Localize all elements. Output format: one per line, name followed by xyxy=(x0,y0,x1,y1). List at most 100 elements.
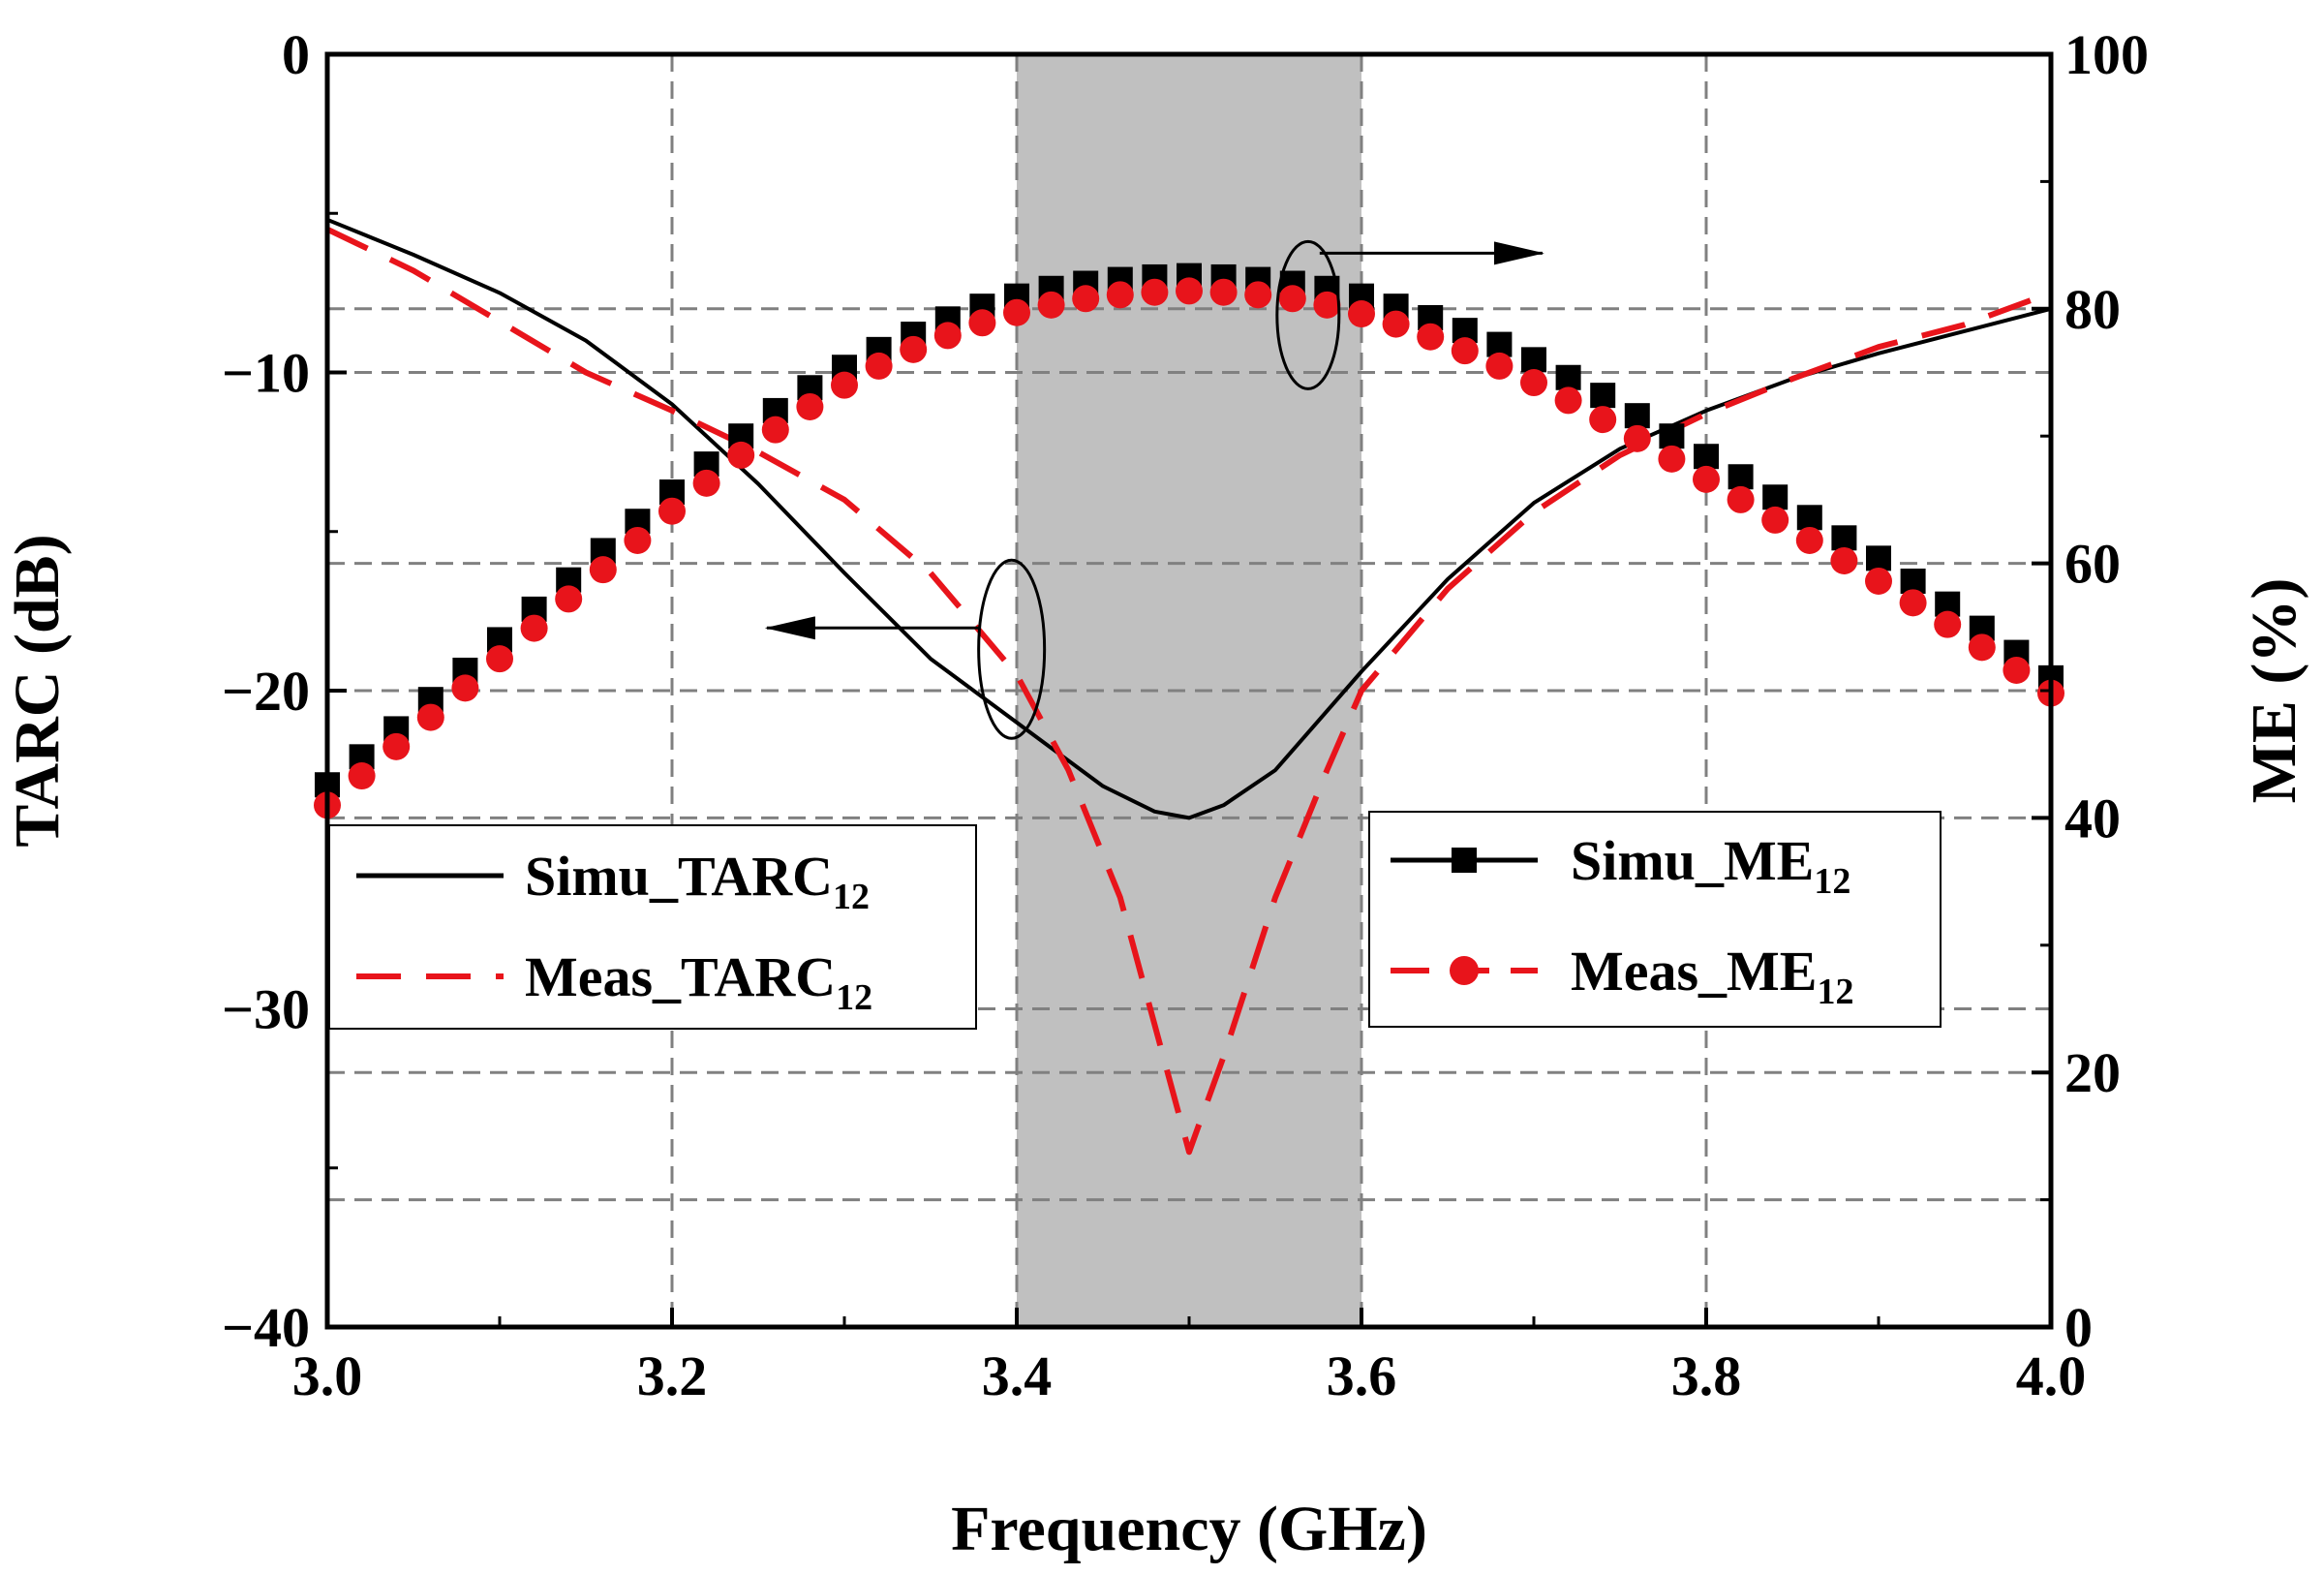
point-meas-me xyxy=(1313,291,1341,319)
y-axis-right-title: ME (%) xyxy=(2239,578,2309,804)
point-meas-me xyxy=(555,585,583,613)
point-meas-me xyxy=(348,762,376,790)
legend-right: Simu_ME12 Meas_ME12 xyxy=(1368,811,1942,1028)
x-tick-label: 3.4 xyxy=(982,1344,1053,1407)
point-meas-me xyxy=(1865,567,1892,595)
legend-simu-tarc-sub: 12 xyxy=(833,877,870,917)
legend-meas-tarc-label: Meas_TARC12 xyxy=(525,945,872,1018)
point-simu-me xyxy=(1659,423,1685,449)
x-tick-label: 3.2 xyxy=(637,1344,708,1407)
point-meas-me xyxy=(1589,406,1617,434)
point-meas-me xyxy=(1244,281,1272,309)
point-simu-me xyxy=(1762,484,1789,510)
point-meas-me xyxy=(1072,285,1100,313)
point-meas-me xyxy=(1795,526,1823,554)
point-meas-me xyxy=(658,497,686,525)
x-tick-label: 3.6 xyxy=(1327,1344,1397,1407)
point-meas-me xyxy=(727,441,755,469)
y-right-tick-label: 80 xyxy=(2064,278,2121,341)
point-simu-me xyxy=(1521,347,1546,373)
point-simu-me xyxy=(1555,364,1581,390)
y-right-tick-label: 0 xyxy=(2064,1296,2093,1359)
point-simu-me xyxy=(1624,403,1650,429)
point-meas-me xyxy=(1554,386,1582,415)
y-left-tick-label: −30 xyxy=(222,978,310,1041)
x-tick-label: 4.0 xyxy=(2016,1344,2087,1407)
tarc-callout-ellipse xyxy=(977,558,1047,740)
point-meas-me xyxy=(1761,506,1789,534)
point-simu-me xyxy=(1590,383,1616,409)
point-simu-me xyxy=(1694,444,1719,470)
y-left-tick-label: −10 xyxy=(222,342,310,405)
legend-simu-tarc-main: Simu_TARC xyxy=(525,845,833,908)
legend-meas-me-sub: 12 xyxy=(1818,972,1854,1012)
point-meas-me xyxy=(761,416,789,444)
point-meas-me xyxy=(1141,278,1169,306)
legend-left: Simu_TARC12 Meas_TARC12 xyxy=(328,824,977,1030)
point-meas-me xyxy=(1278,285,1306,313)
point-simu-me xyxy=(1866,545,1891,571)
legend-simu-me-main: Simu_ME xyxy=(1571,829,1814,892)
x-tick-label: 3.0 xyxy=(292,1344,363,1407)
series-meas-tarc12 xyxy=(325,226,2053,1156)
y-right-tick-label: 100 xyxy=(2064,23,2149,86)
point-meas-me xyxy=(900,335,928,363)
y-left-tick-label: −20 xyxy=(222,660,310,723)
x-tick-label: 3.8 xyxy=(1671,1344,1742,1407)
line-meas-tarc12 xyxy=(325,226,2053,1156)
point-meas-me xyxy=(1417,323,1445,351)
ticks: 3.0 3.2 3.4 3.6 3.8 4.00−10−20−30−40100806040… xyxy=(222,23,2149,1407)
point-meas-me xyxy=(520,614,548,642)
series-layer xyxy=(314,217,2064,1156)
y-left-tick-label: 0 xyxy=(282,23,310,86)
legend-left-box xyxy=(328,824,977,1030)
point-meas-me xyxy=(486,645,513,673)
point-meas-me xyxy=(1003,298,1030,326)
me-callout-ellipse xyxy=(1275,239,1341,390)
y-left-tick-label: −40 xyxy=(222,1296,310,1359)
point-meas-me xyxy=(1693,465,1720,493)
annotations xyxy=(764,239,1544,740)
point-meas-me xyxy=(1623,424,1651,452)
point-meas-me xyxy=(1037,291,1065,319)
point-meas-me xyxy=(968,309,996,337)
point-meas-me xyxy=(1830,546,1858,574)
point-meas-me xyxy=(1934,610,1962,638)
y-axis-left-title: TARC (dB) xyxy=(2,534,73,847)
point-meas-me xyxy=(1485,352,1514,380)
point-meas-me xyxy=(1382,310,1410,338)
point-meas-me xyxy=(624,526,652,554)
legend-simu-me-marker xyxy=(1452,848,1477,873)
point-meas-me xyxy=(382,732,411,760)
point-simu-me xyxy=(1796,505,1822,531)
point-meas-me xyxy=(1520,369,1547,397)
x-axis-title: Frequency (GHz) xyxy=(951,1494,1427,1564)
legend-meas-me-marker xyxy=(1450,956,1479,985)
legend-meas-tarc-sub: 12 xyxy=(836,977,872,1018)
legend-meas-me-main: Meas_ME xyxy=(1571,940,1818,1003)
legend-meas-me-label: Meas_ME12 xyxy=(1571,940,1854,1012)
point-meas-me xyxy=(796,392,824,420)
point-meas-me xyxy=(692,469,720,497)
point-meas-me xyxy=(1658,445,1686,473)
point-meas-me xyxy=(1899,589,1927,617)
point-meas-me xyxy=(451,674,479,702)
legend-simu-me-label: Simu_ME12 xyxy=(1571,829,1850,902)
point-meas-me xyxy=(589,556,617,584)
point-meas-me xyxy=(1176,277,1203,305)
point-meas-me xyxy=(831,371,858,399)
y-right-tick-label: 20 xyxy=(2064,1041,2121,1104)
point-simu-me xyxy=(1728,464,1754,490)
legend-meas-tarc-main: Meas_TARC xyxy=(525,945,836,1008)
point-meas-me xyxy=(865,352,893,380)
point-meas-me xyxy=(1348,300,1375,328)
point-meas-me xyxy=(1106,281,1134,309)
point-meas-me xyxy=(1727,485,1755,513)
y-right-tick-label: 60 xyxy=(2064,533,2121,596)
point-meas-me xyxy=(2003,656,2031,684)
point-meas-me xyxy=(1209,278,1238,306)
point-simu-me xyxy=(1831,525,1857,551)
point-meas-me xyxy=(933,322,962,350)
legend-simu-me-sub: 12 xyxy=(1814,861,1850,902)
point-meas-me xyxy=(416,703,444,731)
